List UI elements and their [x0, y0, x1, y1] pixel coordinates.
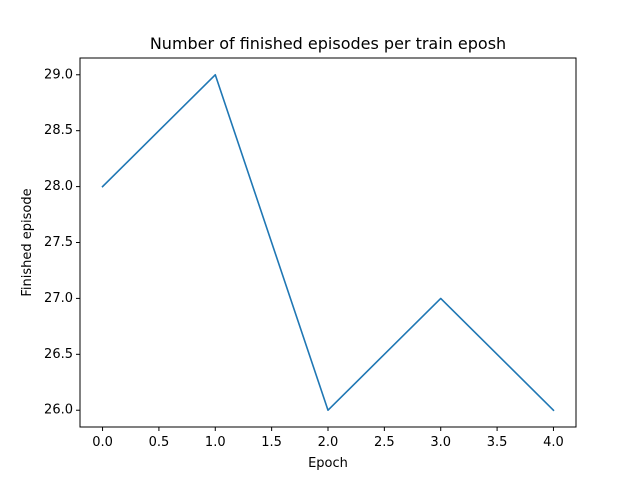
x-tick-label: 1.0 [205, 435, 226, 450]
x-tick-label: 2.0 [318, 435, 339, 450]
series-layer [101, 73, 555, 412]
y-tick-label: 28.0 [44, 179, 73, 194]
x-tick-label: 4.0 [543, 435, 564, 450]
y-tick-label: 26.5 [44, 347, 73, 362]
y-tick-label: 27.0 [44, 291, 73, 306]
y-tick-label: 29.0 [44, 67, 73, 82]
x-tick-label: 3.5 [487, 435, 508, 450]
x-tick-label: 0.5 [149, 435, 170, 450]
chart-title: Number of finished episodes per train ep… [150, 34, 506, 53]
data-point [102, 186, 104, 188]
plot-area-frame [79, 57, 577, 428]
data-point [440, 298, 442, 300]
x-tick-label: 3.0 [430, 435, 451, 450]
x-axis-label: Epoch [308, 456, 348, 471]
x-tick-label: 0.0 [92, 435, 113, 450]
data-point [553, 409, 555, 411]
x-tick-label: 1.5 [261, 435, 282, 450]
y-axis-ticks: 26.0 26.5 27.0 27.5 28.0 28.5 29.0 [44, 67, 80, 418]
x-axis-ticks: 0.0 0.5 1.0 1.5 2.0 2.5 3.0 3.5 4.0 [92, 427, 564, 450]
y-tick-label: 27.5 [44, 235, 73, 250]
data-point [214, 74, 216, 76]
y-tick-label: 28.5 [44, 123, 73, 138]
x-tick-label: 2.5 [374, 435, 395, 450]
y-tick-label: 26.0 [44, 403, 73, 418]
y-axis-label: Finished episode [20, 188, 35, 296]
series-line [101, 73, 555, 412]
data-point [327, 409, 329, 411]
